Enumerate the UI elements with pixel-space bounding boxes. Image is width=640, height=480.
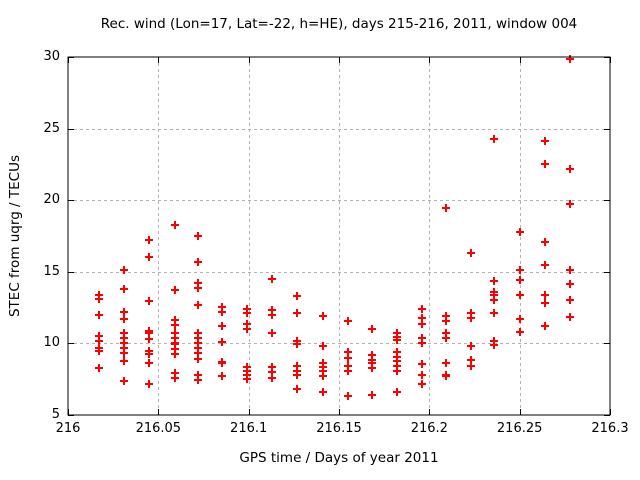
- x-tick-label: 216.05: [135, 421, 182, 436]
- x-tick-label: 216.1: [230, 421, 268, 436]
- y-tick-label: 20: [43, 192, 60, 208]
- x-tick-label: 216.2: [410, 421, 448, 436]
- x-tick-label: 216.15: [316, 421, 362, 436]
- y-tick-label: 30: [43, 49, 60, 64]
- chart-title: Rec. wind (Lon=17, Lat=-22, h=HE), days …: [100, 16, 578, 32]
- x-tick-label: 216.3: [591, 421, 629, 436]
- data-points: [95, 55, 574, 400]
- y-tick-label: 25: [43, 120, 60, 136]
- y-tick-label: 5: [51, 407, 60, 422]
- x-axis-label: GPS time / Days of year 2011: [239, 450, 439, 466]
- x-tick-label: 216.25: [496, 421, 543, 436]
- y-tick-label: 10: [43, 335, 60, 351]
- plot-border: [67, 56, 611, 416]
- y-tick-label: 15: [43, 263, 60, 279]
- x-tick-label: 216: [55, 421, 81, 436]
